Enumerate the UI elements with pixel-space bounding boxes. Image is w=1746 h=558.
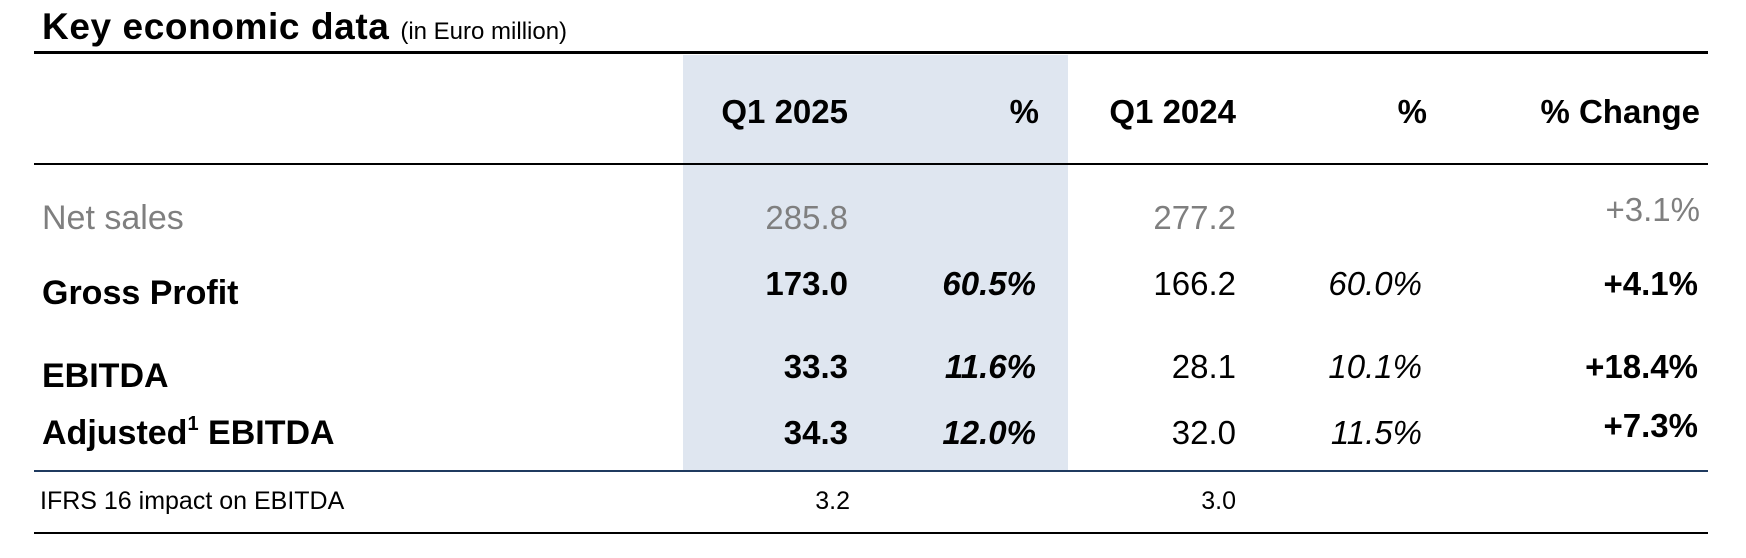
row-label-adjusted-ebitda: Adjusted1 EBITDA (42, 413, 335, 452)
ebitda-q1-2024: 28.1 (1171, 348, 1236, 385)
header-rule (34, 163, 1708, 165)
title-text: Key economic data (42, 6, 390, 47)
gross-profit-change: +4.1% (1603, 265, 1699, 302)
separator-rule (34, 470, 1708, 472)
adjusted-ebitda-q1-2025: 34.3 (783, 414, 848, 451)
header-pct-2025: % (1009, 93, 1039, 130)
net-sales-q1-2024: 277.2 (1153, 199, 1236, 236)
gross-profit-pct-2025: 60.5% (942, 265, 1036, 302)
ifrs16-q1-2025: 3.2 (815, 487, 850, 515)
bottom-rule (34, 532, 1708, 534)
header-change: % Change (1540, 93, 1700, 130)
adjusted-ebitda-q1-2024: 32.0 (1171, 414, 1236, 451)
row-label-ebitda: EBITDA (42, 357, 169, 395)
adjusted-label-suffix: EBITDA (198, 414, 335, 452)
header-q1-2025: Q1 2025 (721, 93, 848, 130)
header-pct-2024: % (1397, 93, 1427, 130)
row-label-net-sales: Net sales (42, 199, 184, 237)
footnote-marker: 1 (187, 413, 199, 435)
adjusted-ebitda-change: +7.3% (1603, 407, 1699, 444)
gross-profit-q1-2024: 166.2 (1153, 265, 1236, 302)
gross-profit-pct-2024: 60.0% (1328, 265, 1422, 302)
row-label-ifrs16: IFRS 16 impact on EBITDA (40, 487, 345, 515)
ifrs16-q1-2024: 3.0 (1201, 487, 1236, 515)
ebitda-q1-2025: 33.3 (783, 348, 848, 385)
header-q1-2024: Q1 2024 (1109, 93, 1236, 130)
adjusted-ebitda-pct-2024: 11.5% (1330, 414, 1422, 451)
net-sales-change: +3.1% (1605, 191, 1701, 228)
title-unit: (in Euro million) (400, 18, 568, 45)
row-label-gross-profit: Gross Profit (42, 274, 239, 312)
top-rule (34, 51, 1708, 54)
ebitda-pct-2025: 11.6% (944, 348, 1036, 385)
ebitda-pct-2024: 10.1% (1328, 348, 1422, 385)
gross-profit-q1-2025: 173.0 (765, 265, 848, 302)
ebitda-change: +18.4% (1585, 348, 1698, 385)
adjusted-label-text: Adjusted (42, 414, 188, 452)
table-title: Key economic data (in Euro million) (42, 6, 567, 48)
net-sales-q1-2025: 285.8 (765, 199, 848, 236)
q1-2025-highlight (683, 55, 1068, 472)
adjusted-ebitda-pct-2025: 12.0% (942, 414, 1036, 451)
